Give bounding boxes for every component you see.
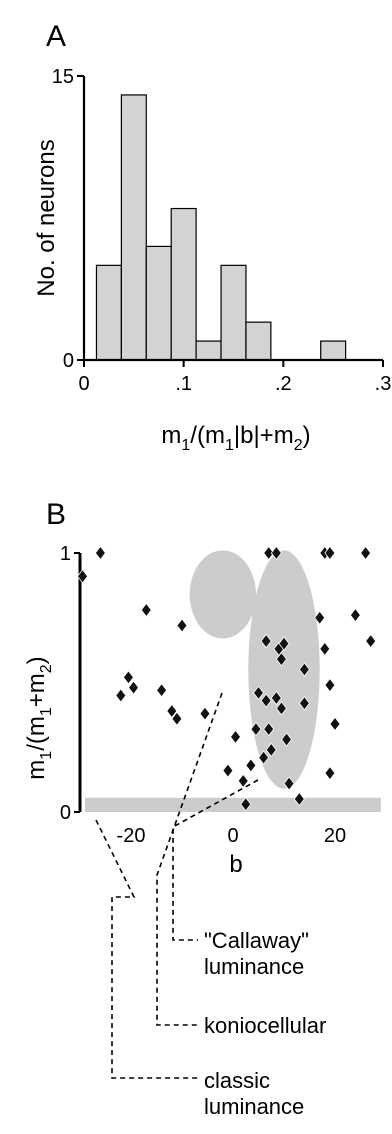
data-point-22	[263, 721, 275, 737]
data-point-7	[166, 703, 178, 719]
legend-classic-line2: luminance	[204, 1094, 304, 1119]
data-point-25	[270, 690, 282, 706]
legend-koniocellular: koniocellular	[204, 1013, 326, 1038]
histogram-bar-3	[170, 207, 197, 361]
scatter-b-y-tick-label-0: 0	[60, 802, 71, 824]
data-point-40	[349, 608, 361, 623]
data-point-0	[77, 569, 89, 584]
histogram-a-x-axis-label: m1/(m1|b|+m2)	[161, 422, 310, 454]
histogram-a-y-tick-label-0: 0	[63, 350, 74, 372]
data-point-12	[230, 729, 242, 745]
data-point-2	[140, 602, 152, 618]
scatter-b-x-tick-label-0: -20	[117, 825, 146, 847]
legend-classic-line1: classic	[204, 1068, 270, 1093]
leader-koniocellular	[156, 692, 223, 1026]
data-point-8	[171, 711, 183, 726]
data-point-33	[293, 791, 305, 807]
histogram-a-y-tick-label-1: 15	[52, 66, 74, 88]
scatter-b-y-axis-label: m1/(m1+m2)	[23, 656, 55, 779]
data-point-32	[298, 662, 310, 677]
leader-classic	[95, 819, 198, 1079]
histogram-a-x-tick-label-1: .1	[175, 373, 192, 395]
data-point-1	[94, 545, 106, 561]
histogram-bar-1	[120, 94, 147, 361]
region-callaway	[189, 550, 256, 639]
legend-callaway-line2: luminance	[204, 954, 304, 979]
data-point-3	[115, 688, 127, 703]
data-point-10	[199, 706, 211, 721]
data-point-38	[324, 677, 336, 693]
histogram-bar-0	[95, 264, 122, 361]
histogram-a-x-tick-label-2: .2	[275, 373, 292, 395]
scatter-b-x-tick-label-2: 20	[324, 825, 346, 847]
histogram-bar-2	[145, 245, 172, 361]
data-point-39	[329, 716, 341, 732]
histogram-bar-5	[220, 264, 247, 361]
data-point-5	[128, 680, 140, 695]
data-point-29	[278, 636, 290, 651]
data-point-20	[260, 633, 272, 649]
data-point-30	[281, 732, 293, 747]
panel-b-label: B	[46, 498, 66, 531]
data-point-17	[252, 685, 265, 701]
data-point-44	[324, 765, 336, 781]
histogram-a-axes: 0 15 0 .1 .2 .3	[52, 66, 392, 395]
region-classic	[85, 797, 381, 812]
legend-callaway-line1: "Callaway"	[204, 928, 309, 953]
data-point-42	[365, 633, 377, 649]
data-point-24	[270, 545, 282, 561]
scatter-b-x-axis-label: b	[229, 851, 242, 878]
histogram-a-x-tick-label-3: .3	[375, 373, 392, 395]
data-point-4	[122, 670, 134, 685]
scatter-b-x-tick-label-1: 0	[227, 825, 238, 847]
panel-a-label: A	[46, 20, 66, 53]
data-point-31	[283, 776, 295, 791]
data-point-35	[319, 641, 331, 656]
data-point-13	[237, 773, 249, 789]
data-point-34	[314, 610, 326, 625]
data-point-21	[263, 545, 275, 561]
data-point-27	[275, 652, 287, 667]
scatter-b-y-tick-label-1: 1	[60, 543, 71, 565]
data-point-6	[156, 683, 168, 698]
data-point-18	[258, 750, 270, 765]
data-point-16	[250, 721, 262, 737]
scatter-b-points	[77, 545, 377, 812]
histogram-bar-6	[245, 321, 272, 361]
data-point-37	[324, 545, 336, 561]
data-point-43	[298, 696, 310, 711]
histogram-bar-4	[195, 340, 222, 361]
histogram-a-y-axis-label: No. of neurons	[33, 139, 60, 296]
histogram-a-x-tick-label-0: 0	[78, 373, 89, 395]
data-point-11	[222, 763, 234, 778]
data-point-9	[176, 618, 188, 633]
data-point-14	[240, 797, 252, 812]
data-point-41	[360, 545, 372, 561]
data-point-15	[245, 758, 257, 773]
leader-callaway	[172, 779, 259, 941]
histogram-a	[95, 94, 347, 361]
data-point-19	[260, 693, 272, 708]
data-point-23	[265, 742, 277, 757]
legend-leader-lines	[95, 692, 259, 1079]
scatter-b-axes: 0 1 -20 0 20	[60, 543, 346, 847]
data-point-28	[275, 701, 287, 716]
histogram-bar-7	[320, 340, 347, 361]
